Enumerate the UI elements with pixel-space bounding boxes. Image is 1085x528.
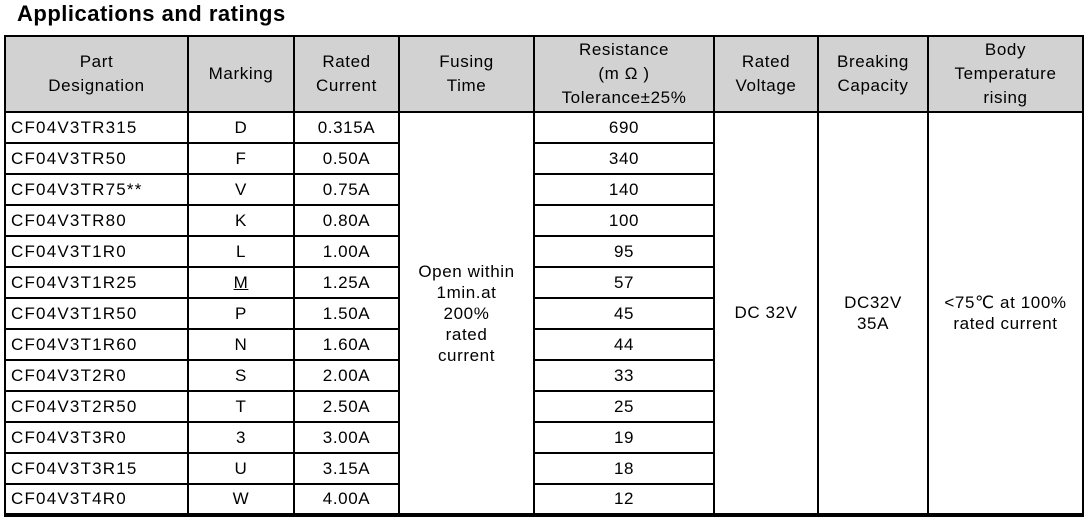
rated-current-cell: 1.60A: [293, 328, 400, 361]
rated-current-cell: 4.00A: [293, 483, 400, 516]
rated-current-cell: 1.00A: [293, 235, 400, 268]
breaking-capacity-cell: DC32V 35A: [817, 111, 929, 516]
resistance-cell: 140: [533, 173, 715, 206]
part-designation-cell: CF04V3T4R0: [4, 483, 189, 516]
col-header-breaking-capacity: Breaking Capacity: [817, 35, 929, 113]
header-row: Part Designation Marking Rated Current F…: [4, 35, 1084, 113]
col-header-part-designation: Part Designation: [4, 35, 189, 113]
rated-voltage-cell: DC 32V: [713, 111, 819, 516]
table-row: CF04V3TR80 K 0.80A 100: [4, 204, 1083, 237]
part-designation-cell: CF04V3T2R0: [4, 359, 189, 392]
part-designation-cell: CF04V3TR315: [4, 111, 189, 144]
rated-current-cell: 2.00A: [293, 359, 400, 392]
marking-cell: L: [187, 235, 295, 268]
rated-current-cell: 3.15A: [293, 452, 400, 485]
part-designation-cell: CF04V3T3R15: [4, 452, 189, 485]
marking-cell: F: [187, 142, 295, 175]
part-designation-cell: CF04V3T1R60: [4, 328, 189, 361]
resistance-cell: 45: [533, 297, 715, 330]
marking-cell: U: [187, 452, 295, 485]
table-row: CF04V3T4R0 W 4.00A 12: [4, 483, 1083, 516]
table-row: CF04V3T3R15 U 3.15A 18: [4, 452, 1083, 485]
table-row: CF04V3TR315 D 0.315A Open within 1min.at…: [4, 111, 1084, 516]
resistance-cell: 18: [533, 452, 715, 485]
body-temperature-cell: <75℃ at 100% rated current: [927, 111, 1084, 516]
part-designation-cell: CF04V3TR50: [4, 142, 189, 175]
marking-cell: 3: [187, 421, 295, 454]
part-designation-cell: CF04V3T3R0: [4, 421, 189, 454]
resistance-cell: 100: [533, 204, 715, 237]
table-row: CF04V3T1R50 P 1.50A 45: [4, 297, 1083, 330]
part-designation-cell: CF04V3T1R0: [4, 235, 189, 268]
rated-current-cell: 1.50A: [293, 297, 400, 330]
table-row: CF04V3T1R0 L 1.00A 95: [4, 235, 1083, 268]
resistance-cell: 19: [533, 421, 715, 454]
col-header-rated-voltage: Rated Voltage: [713, 35, 819, 113]
resistance-cell: 95: [533, 235, 715, 268]
rated-current-cell: 0.315A: [293, 111, 400, 144]
part-designation-cell: CF04V3T1R25: [4, 266, 189, 299]
marking-cell: V: [187, 173, 295, 206]
marking-cell: M: [187, 266, 295, 299]
table-row: CF04V3T2R50 T 2.50A 25: [4, 390, 1083, 423]
resistance-cell: 33: [533, 359, 715, 392]
rated-current-cell: 0.80A: [293, 204, 400, 237]
applications-ratings-table: Part Designation Marking Rated Current F…: [4, 35, 1084, 517]
fusing-time-cell: Open within 1min.at 200% rated current: [398, 111, 535, 516]
table-row: CF04V3T1R25 M 1.25A 57: [4, 266, 1083, 299]
page-title: Applications and ratings: [17, 1, 286, 26]
marking-cell: W: [187, 483, 295, 516]
marking-cell: S: [187, 359, 295, 392]
rated-current-cell: 1.25A: [293, 266, 400, 299]
part-designation-cell: CF04V3T1R50: [4, 297, 189, 330]
col-header-fusing-time: Fusing Time: [398, 35, 535, 113]
marking-cell: N: [187, 328, 295, 361]
col-header-rated-current: Rated Current: [293, 35, 400, 113]
col-header-body-temperature: Body Temperature rising: [927, 35, 1084, 113]
rated-current-cell: 0.50A: [293, 142, 400, 175]
rated-current-cell: 0.75A: [293, 173, 400, 206]
part-designation-cell: CF04V3TR80: [4, 204, 189, 237]
col-header-resistance: Resistance (m Ω ) Tolerance±25%: [533, 35, 715, 113]
resistance-cell: 44: [533, 328, 715, 361]
marking-cell: D: [187, 111, 295, 144]
part-designation-cell: CF04V3TR75**: [4, 173, 189, 206]
rated-current-cell: 2.50A: [293, 390, 400, 423]
resistance-cell: 57: [533, 266, 715, 299]
part-designation-cell: CF04V3T2R50: [4, 390, 189, 423]
table-row: CF04V3TR50 F 0.50A 340: [4, 142, 1083, 175]
table-row: CF04V3T1R60 N 1.60A 44: [4, 328, 1083, 361]
marking-cell: P: [187, 297, 295, 330]
table-row: CF04V3TR75** V 0.75A 140: [4, 173, 1083, 206]
marking-cell: T: [187, 390, 295, 423]
resistance-cell: 12: [533, 483, 715, 516]
table-row: CF04V3T2R0 S 2.00A 33: [4, 359, 1083, 392]
resistance-cell: 690: [533, 111, 715, 144]
col-header-marking: Marking: [187, 35, 295, 113]
resistance-cell: 340: [533, 142, 715, 175]
rated-current-cell: 3.00A: [293, 421, 400, 454]
resistance-cell: 25: [533, 390, 715, 423]
table-row: CF04V3T3R0 3 3.00A 19: [4, 421, 1083, 454]
marking-cell: K: [187, 204, 295, 237]
